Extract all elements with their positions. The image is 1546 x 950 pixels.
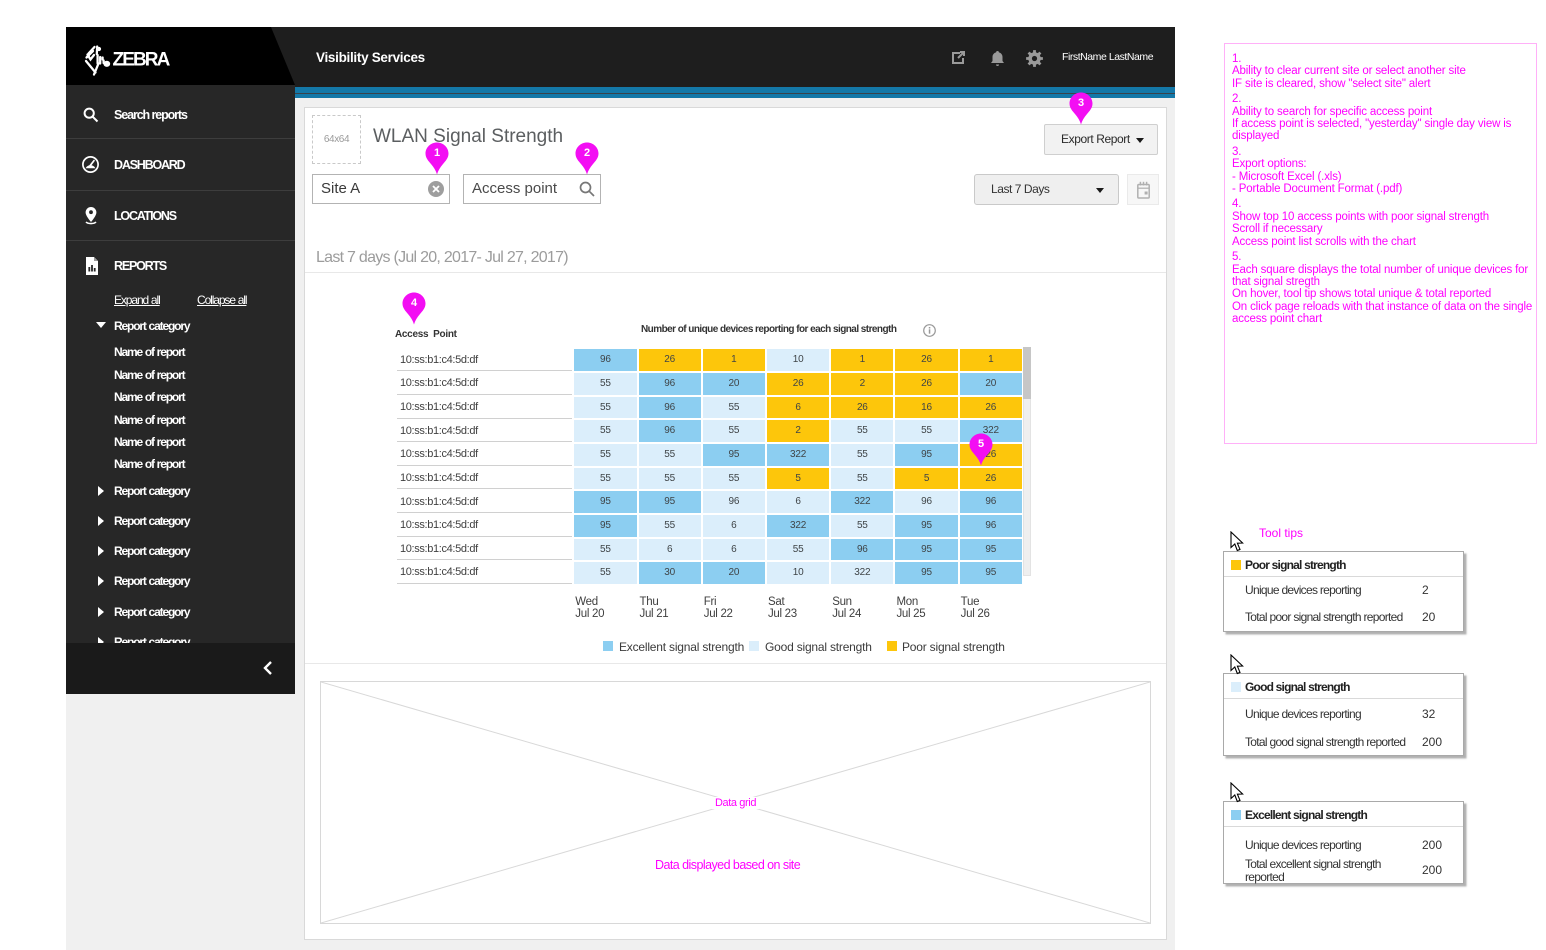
svg-text:ZEBRA: ZEBRA — [113, 50, 171, 71]
